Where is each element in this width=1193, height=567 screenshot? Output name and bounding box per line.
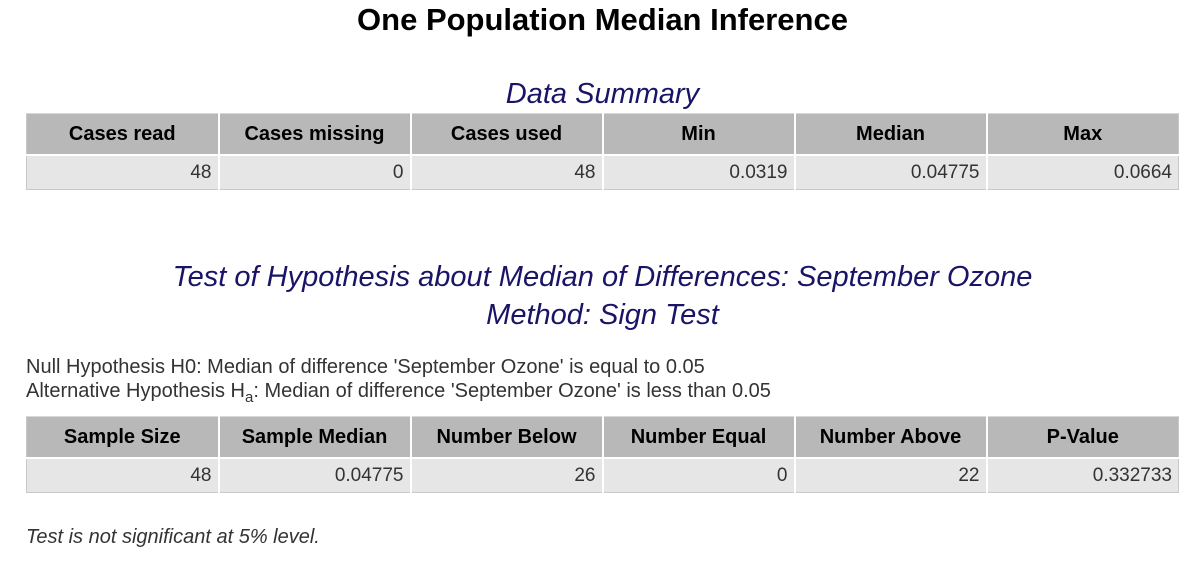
alt-hypothesis-suffix: : Median of difference 'September Ozone'… xyxy=(253,380,771,402)
cell-cases-used: 48 xyxy=(409,155,604,190)
null-hypothesis: Null Hypothesis H0: Median of difference… xyxy=(26,356,705,378)
alt-hypothesis-prefix: Alternative Hypothesis H xyxy=(26,380,245,402)
cell-number-above: 22 xyxy=(793,458,988,493)
header-min: Min xyxy=(601,113,796,156)
data-summary-table: Cases read Cases missing Cases used Min … xyxy=(26,113,1179,190)
data-summary-title: Data Summary xyxy=(505,78,700,110)
cell-min: 0.0319 xyxy=(601,155,796,190)
header-cases-read: Cases read xyxy=(26,113,220,156)
header-number-above: Number Above xyxy=(793,416,988,459)
header-number-below: Number Below xyxy=(409,416,604,459)
cell-sample-median: 0.04775 xyxy=(217,458,412,493)
cell-cases-missing: 0 xyxy=(217,155,412,190)
test-title-line2: Method: Sign Test xyxy=(486,299,719,331)
cell-sample-size: 48 xyxy=(26,458,220,493)
header-median: Median xyxy=(793,113,988,156)
page-title: One Population Median Inference xyxy=(357,2,848,37)
table-header-row: Cases read Cases missing Cases used Min … xyxy=(26,113,1179,156)
cell-number-equal: 0 xyxy=(601,458,796,493)
cell-cases-read: 48 xyxy=(26,155,220,190)
alt-hypothesis-subscript: a xyxy=(244,389,254,406)
header-cases-missing: Cases missing xyxy=(217,113,412,156)
cell-median: 0.04775 xyxy=(793,155,988,190)
table-header-row: Sample Size Sample Median Number Below N… xyxy=(26,416,1179,459)
test-conclusion: Test is not significant at 5% level. xyxy=(26,526,320,548)
header-number-equal: Number Equal xyxy=(601,416,796,459)
header-sample-size: Sample Size xyxy=(26,416,220,459)
cell-number-below: 26 xyxy=(409,458,604,493)
test-title-line1: Test of Hypothesis about Median of Diffe… xyxy=(172,261,1033,293)
header-cases-used: Cases used xyxy=(409,113,604,156)
table-row: 48 0.04775 26 0 22 0.332733 xyxy=(26,458,1179,493)
sign-test-table: Sample Size Sample Median Number Below N… xyxy=(26,416,1179,493)
alternative-hypothesis: Alternative Hypothesis Ha: Median of dif… xyxy=(26,379,771,410)
header-p-value: P-Value xyxy=(985,416,1179,459)
header-sample-median: Sample Median xyxy=(217,416,412,459)
header-max: Max xyxy=(985,113,1179,156)
table-row: 48 0 48 0.0319 0.04775 0.0664 xyxy=(26,155,1179,190)
cell-p-value: 0.332733 xyxy=(985,458,1179,493)
cell-max: 0.0664 xyxy=(985,155,1179,190)
